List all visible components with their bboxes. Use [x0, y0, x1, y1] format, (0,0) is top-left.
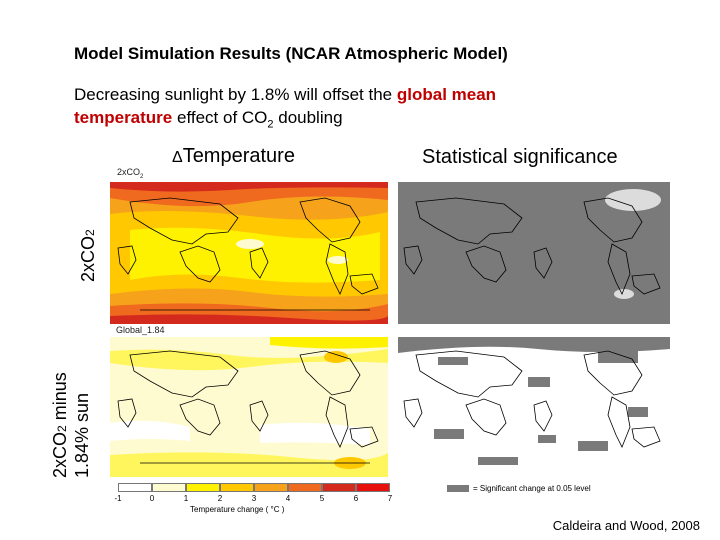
row-label-line2: 1.84% sun — [72, 392, 92, 478]
subtitle-highlight-temperature: temperature — [74, 108, 173, 127]
colorbar-cell — [254, 483, 288, 492]
colorbar-tick-label: -1 — [114, 494, 122, 503]
colorbar-tick-label: 1 — [183, 494, 189, 503]
significance-legend: = Significant change at 0.05 level — [447, 484, 591, 493]
colorbar-tick-label: 6 — [353, 494, 359, 503]
legend-swatch — [447, 485, 469, 493]
slide-title: Model Simulation Results (NCAR Atmospher… — [74, 44, 508, 63]
map-significance-2xco2-minus-sun — [398, 337, 670, 477]
row-label-line1: 2xCO2 minus — [50, 372, 72, 478]
slide-subtitle: Decreasing sunlight by 1.8% will offset … — [74, 83, 594, 136]
delta-symbol: Δ — [172, 149, 183, 166]
column-heading-temperature: ΔTemperature — [172, 145, 295, 168]
subtitle-sub: 2 — [267, 118, 274, 131]
colorbar-tick-label: 7 — [387, 494, 393, 503]
colorbar-cell — [322, 483, 356, 492]
row-label-2xco2: 2xCO2 — [78, 229, 100, 282]
colorbar-cell — [152, 483, 186, 492]
colorbar-cell — [220, 483, 254, 492]
colorbar-cell — [288, 483, 322, 492]
map-caption-global-1-84: Global_1.84 — [116, 325, 165, 335]
map-caption-2xco2: 2xCO2 — [117, 167, 143, 180]
row-label-line1-suffix: minus — [50, 372, 70, 426]
map-significance-2xco2 — [398, 182, 670, 324]
map-temperature-2xco2 — [110, 182, 388, 324]
map-temperature-2xco2-minus-sun — [110, 337, 388, 477]
colorbar-cell — [118, 483, 152, 492]
colorbar-cell — [186, 483, 220, 492]
colorbar-label: Temperature change ( °C ) — [190, 505, 285, 514]
column-heading-significance: Statistical significance — [422, 146, 618, 168]
colorbar-cell — [356, 483, 390, 492]
subtitle-end: doubling — [273, 108, 343, 127]
row-label-line1-prefix: 2xCO — [50, 431, 70, 478]
row-label-2xco2-prefix: 2xCO — [78, 235, 98, 282]
column-heading-temperature-text: Temperature — [182, 145, 295, 167]
map-caption-2xco2-sub: 2 — [140, 173, 144, 180]
map-caption-2xco2-prefix: 2xCO — [117, 167, 141, 177]
subtitle-highlight-global-mean: global mean — [396, 85, 497, 104]
row-label-2xco2-sub: 2 — [83, 229, 97, 236]
citation: Caldeira and Wood, 2008 — [552, 518, 700, 533]
colorbar-tick-label: 2 — [217, 494, 223, 503]
legend-text: = Significant change at 0.05 level — [473, 484, 591, 493]
row-label-line1-sub: 2 — [55, 425, 69, 432]
colorbar-tick-label: 0 — [149, 494, 155, 503]
colorbar-tick-label: 3 — [251, 494, 257, 503]
colorbar-tick-label: 5 — [319, 494, 325, 503]
colorbar-tick-label: 4 — [285, 494, 291, 503]
colorbar: -1 0 1 2 3 4 5 6 7 Temperature change ( °C ) — [110, 478, 392, 518]
row-label-2xco2-minus-sun: 2xCO2 minus 1.84% sun — [50, 372, 92, 478]
subtitle-start: Decreasing sunlight by 1.8% will offset … — [74, 85, 397, 104]
subtitle-mid: effect of CO — [172, 108, 268, 127]
